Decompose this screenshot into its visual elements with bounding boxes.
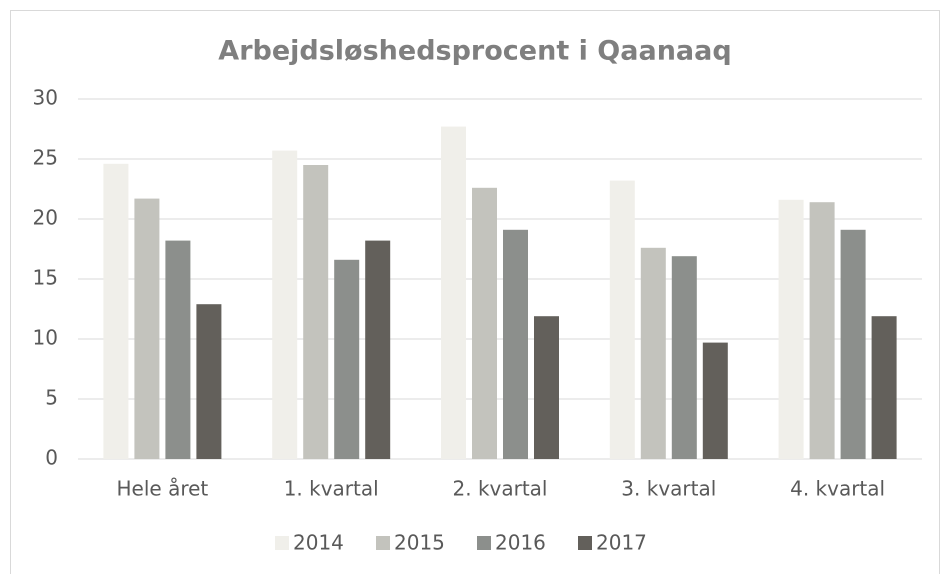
bar (809, 202, 835, 459)
bar (441, 126, 466, 459)
bar (272, 150, 298, 459)
bar (165, 240, 191, 459)
y-tick-label: 5 (45, 386, 58, 410)
x-tick-label: 3. kvartal (621, 477, 716, 501)
y-tick-label: 10 (33, 326, 58, 350)
bar (365, 240, 391, 459)
legend-label: 2017 (596, 531, 647, 555)
legend-label: 2015 (394, 531, 445, 555)
legend-swatch (477, 536, 491, 550)
y-tick-label: 30 (33, 86, 58, 110)
bar (334, 259, 360, 459)
bar (640, 247, 666, 459)
bar (702, 342, 728, 459)
x-tick-label: 4. kvartal (790, 477, 885, 501)
legend-label: 2014 (293, 531, 344, 555)
bar (472, 187, 497, 460)
bar (503, 229, 528, 459)
x-tick-label: 1. kvartal (284, 477, 379, 501)
y-tick-label: 15 (33, 266, 58, 290)
chart-title: Arbejdsløshedsprocent i Qaanaaq (218, 36, 731, 67)
y-tick-label: 0 (45, 446, 58, 470)
bar (134, 198, 160, 459)
bar (196, 304, 222, 459)
bar (534, 316, 559, 459)
bar (778, 199, 804, 460)
legend-label: 2016 (495, 531, 546, 555)
legend-swatch (275, 536, 289, 550)
bar (609, 180, 635, 459)
bar (303, 165, 329, 459)
bar (840, 229, 866, 459)
y-tick-label: 20 (33, 206, 58, 230)
bar (103, 163, 129, 460)
y-tick-label: 25 (33, 146, 58, 170)
x-tick-label: 2. kvartal (453, 477, 548, 501)
x-tick-label: Hele året (117, 477, 209, 501)
bar (671, 256, 697, 459)
legend-swatch (578, 536, 592, 550)
legend-swatch (376, 536, 390, 550)
bar (871, 316, 897, 459)
